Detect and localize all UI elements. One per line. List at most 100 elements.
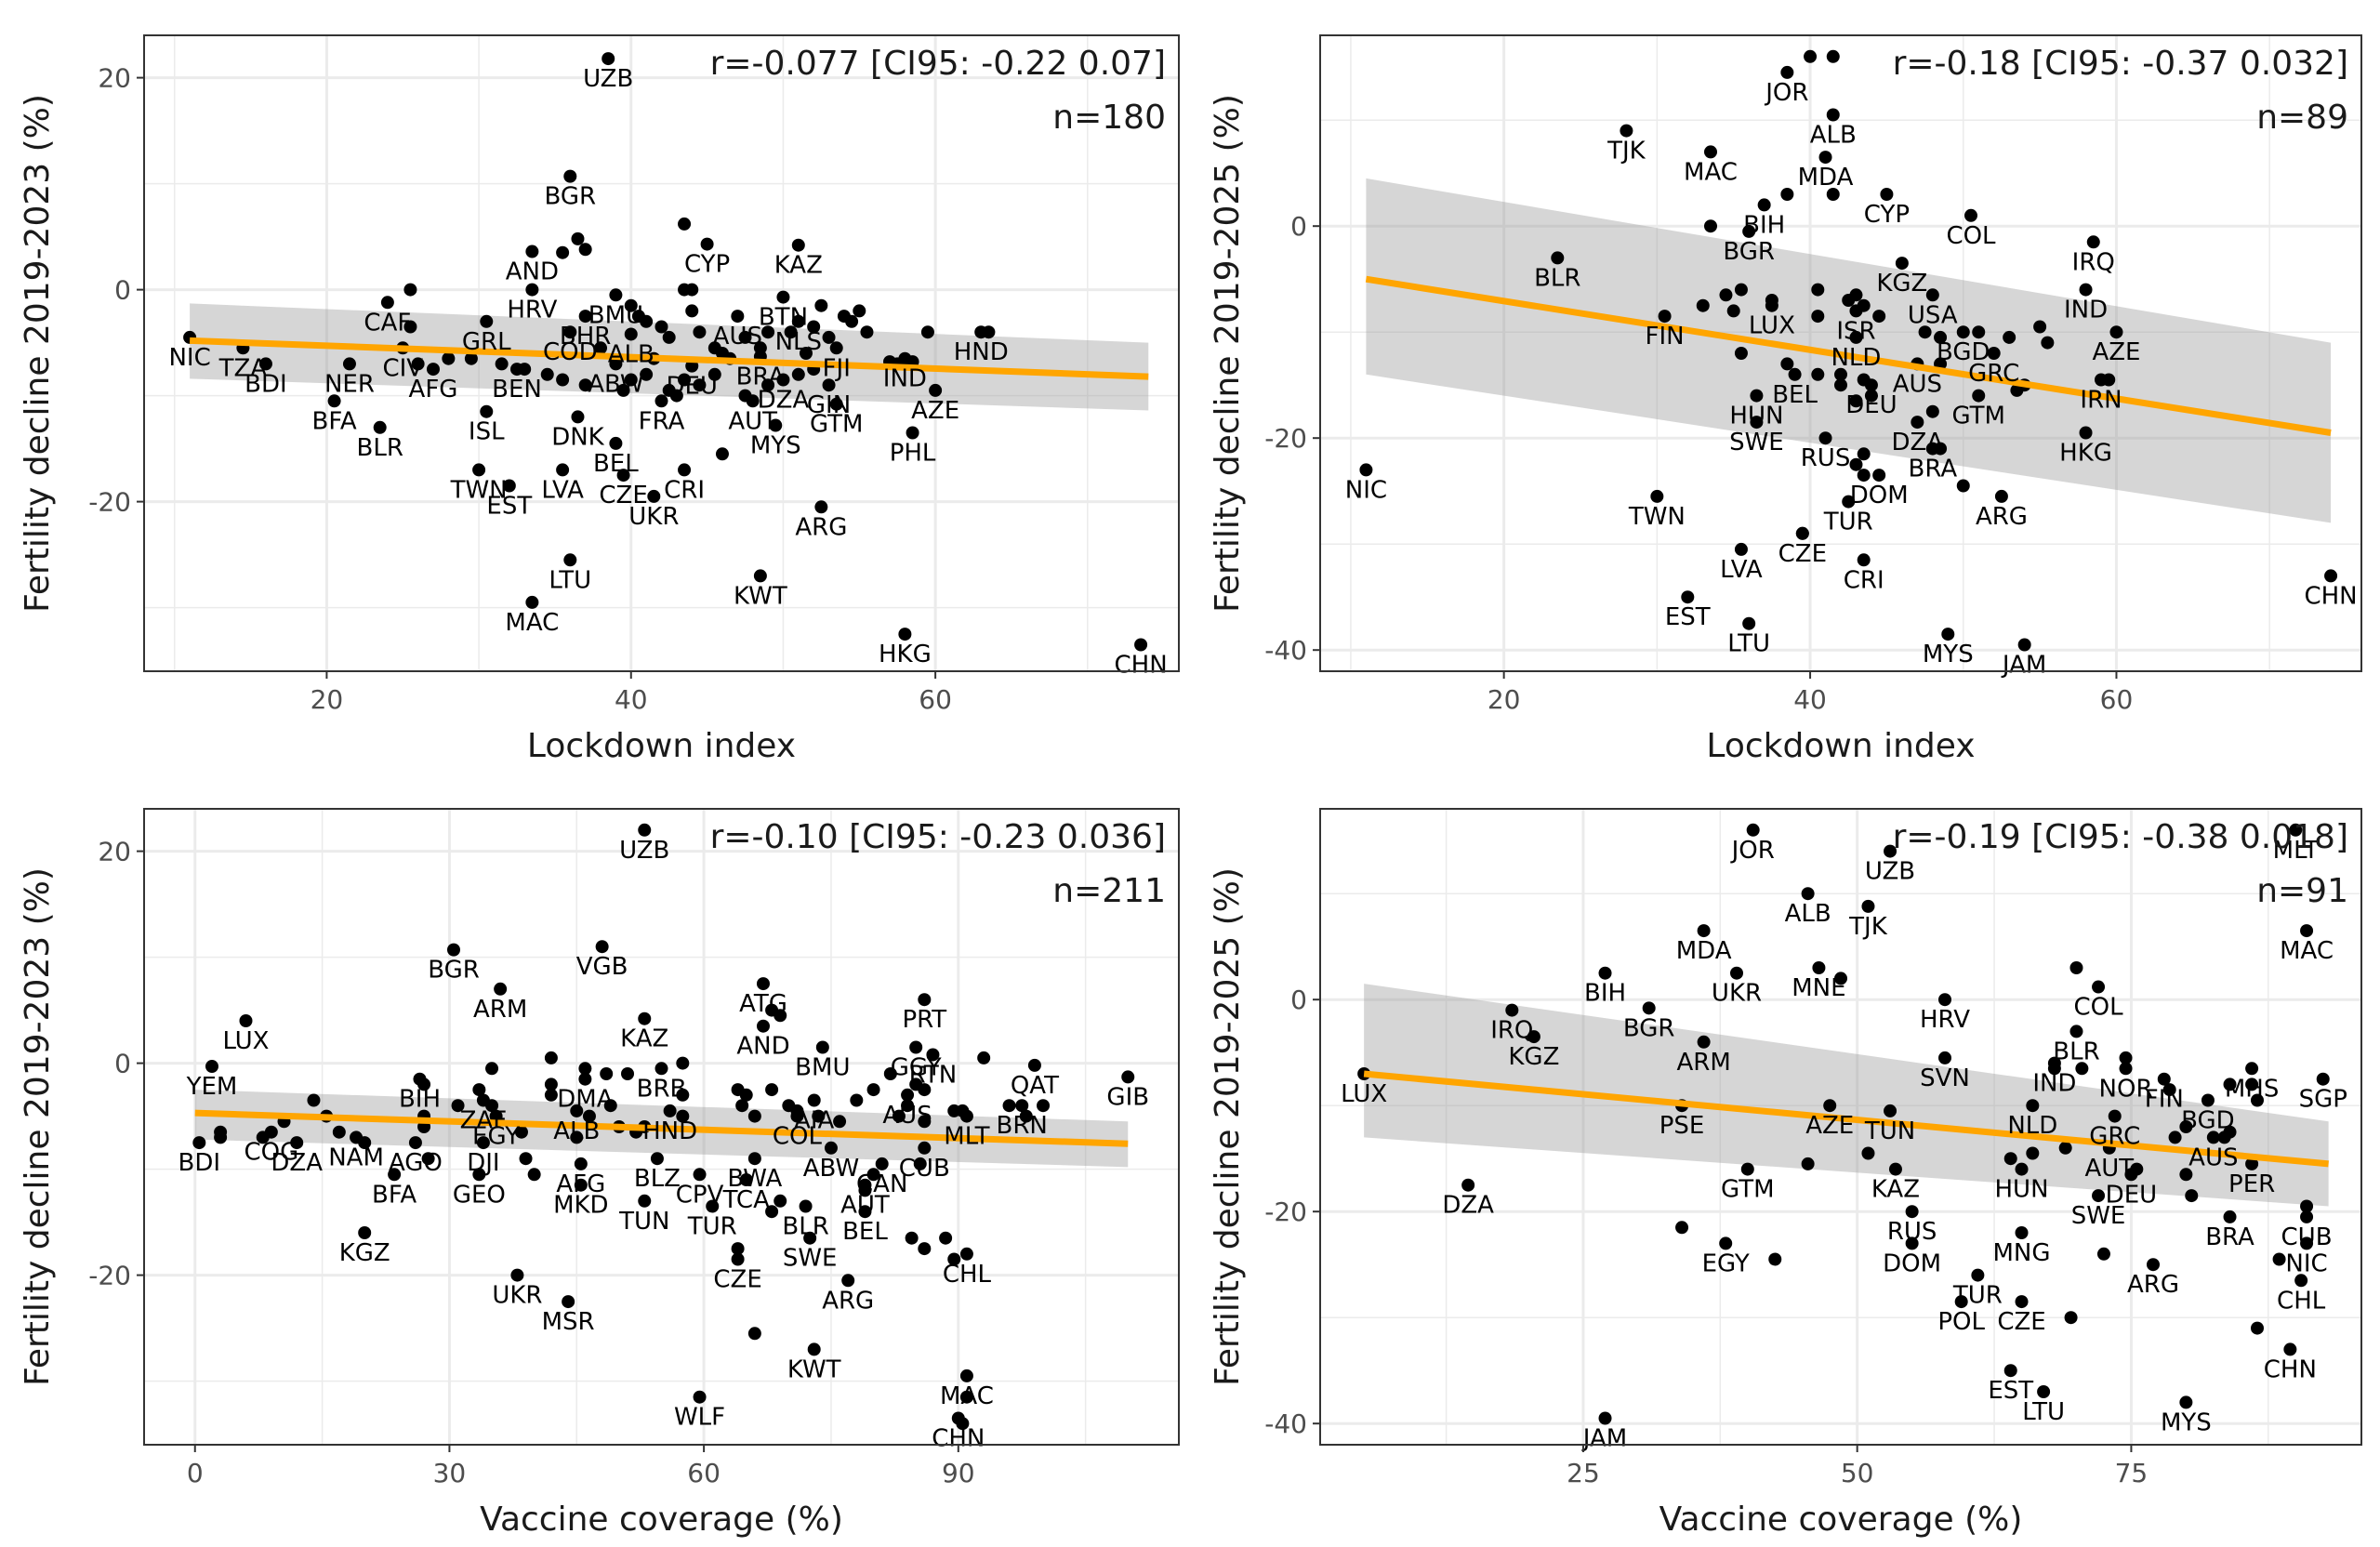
data-point-blr xyxy=(2069,1025,2083,1038)
point-label: AIA xyxy=(794,1107,834,1135)
point-label: BRA xyxy=(736,363,786,390)
data-point xyxy=(1719,288,1733,302)
data-point-blr xyxy=(799,1199,813,1213)
data-point-hkg xyxy=(898,628,912,641)
x-tick-label: 75 xyxy=(2115,1458,2149,1488)
correlation-annotation: r=-0.10 [CI95: -0.23 0.036] xyxy=(710,818,1166,856)
data-point xyxy=(640,367,654,381)
y-tick-label: 0 xyxy=(1290,985,1307,1015)
point-label: DEU xyxy=(2106,1181,2157,1209)
data-point xyxy=(421,1152,435,1166)
panel-border xyxy=(1319,34,2362,672)
point-label: AZE xyxy=(1805,1112,1854,1140)
point-label: BLR xyxy=(357,434,403,462)
point-label: ARG xyxy=(822,1287,874,1315)
chart-tl: UZB BGR AND CYP KAZ HRV BMU BTN CAF BHR AUS NLS GRL C… xyxy=(19,34,1180,765)
point-label: GIB xyxy=(1106,1083,1149,1111)
data-point xyxy=(403,320,417,334)
data-point-ltu xyxy=(563,553,577,567)
data-point-aut xyxy=(746,394,760,408)
data-point-dma xyxy=(578,1072,592,1086)
data-point-aus xyxy=(901,1088,915,1102)
point-label: RTN xyxy=(909,1061,958,1089)
point-label: BGR xyxy=(1623,1014,1675,1042)
data-point xyxy=(1834,367,1847,381)
point-label: UZB xyxy=(1865,858,1915,886)
data-point-sgp xyxy=(2316,1072,2330,1086)
data-point-kgz xyxy=(358,1226,372,1239)
data-point-kaz xyxy=(638,1012,652,1025)
data-point xyxy=(2003,1152,2017,1166)
y-axis-label: Fertility decline 2019-2025 (%) xyxy=(1209,94,1247,613)
point-label: MYS xyxy=(1923,641,1974,668)
data-point-bra xyxy=(1925,442,1939,456)
data-point-egy xyxy=(1719,1236,1733,1250)
data-point xyxy=(544,1088,558,1102)
data-point xyxy=(403,283,417,297)
point-label: BRA xyxy=(1909,456,1958,483)
point-label: NER xyxy=(324,370,375,398)
data-point xyxy=(913,1157,927,1170)
data-point-pol xyxy=(1954,1295,1968,1309)
data-point xyxy=(1780,357,1794,371)
data-point-mlt xyxy=(959,1109,973,1123)
regression-line xyxy=(1365,275,2332,436)
y-axis-label: Fertility decline 2019-2023 (%) xyxy=(19,94,57,613)
point-label: LUX xyxy=(222,1027,269,1055)
data-point-col xyxy=(1964,208,1977,222)
data-point-lva xyxy=(556,463,570,477)
data-point-hnd xyxy=(974,325,988,339)
data-point xyxy=(977,1051,991,1064)
point-label: KGZ xyxy=(1876,270,1927,298)
data-point xyxy=(2041,336,2055,350)
data-point xyxy=(214,1125,228,1139)
data-point xyxy=(747,1109,761,1123)
data-point xyxy=(1811,310,1825,324)
point-label: CAN xyxy=(856,1170,907,1198)
point-label: BIH xyxy=(1743,211,1785,239)
data-point xyxy=(1704,219,1717,233)
x-tick-label: 60 xyxy=(919,684,952,715)
point-label: COL xyxy=(1946,222,1996,250)
data-point-mac xyxy=(959,1368,973,1382)
data-point xyxy=(761,325,775,339)
data-point xyxy=(2033,320,2047,334)
point-label: UKR xyxy=(1712,980,1762,1008)
data-point-aze xyxy=(1823,1099,1837,1113)
point-label: BIH xyxy=(399,1086,441,1114)
point-label: MNG xyxy=(1993,1239,2051,1267)
point-label: MYS xyxy=(2161,1408,2212,1436)
point-label: GTM xyxy=(1951,403,2005,430)
data-point-tun xyxy=(1884,1104,1897,1117)
data-point-est xyxy=(2003,1364,2017,1378)
data-point-tur xyxy=(1842,495,1856,509)
point-label: CHN xyxy=(2304,582,2357,610)
data-point-brn xyxy=(1015,1099,1029,1113)
data-point-ukr xyxy=(1730,966,1743,980)
data-point xyxy=(514,1125,528,1139)
y-tick-label: 20 xyxy=(98,837,131,867)
point-label: DZA xyxy=(758,387,810,415)
y-tick-label: -40 xyxy=(1264,635,1307,666)
data-point-egy xyxy=(489,1109,503,1123)
data-point xyxy=(715,447,729,461)
data-point-nls xyxy=(791,314,805,328)
point-label: EST xyxy=(1988,1377,2033,1405)
point-label: AND xyxy=(506,258,559,286)
data-point xyxy=(1834,378,1847,392)
data-point-lux xyxy=(1765,298,1778,312)
point-label: TCA xyxy=(722,1186,771,1214)
data-point xyxy=(731,1242,745,1256)
data-point-afg xyxy=(426,363,440,377)
data-point-bel xyxy=(609,436,623,450)
data-point-mng xyxy=(2015,1226,2029,1239)
point-label: HRV xyxy=(507,297,557,324)
data-point-dza xyxy=(290,1136,304,1150)
point-label: KWT xyxy=(734,582,787,610)
point-label: BFA xyxy=(311,407,356,435)
data-point-arm xyxy=(1697,1035,1711,1049)
data-point-dza xyxy=(1911,416,1924,430)
point-label: BDI xyxy=(178,1149,221,1177)
data-point xyxy=(1780,188,1794,201)
data-point xyxy=(761,378,775,392)
